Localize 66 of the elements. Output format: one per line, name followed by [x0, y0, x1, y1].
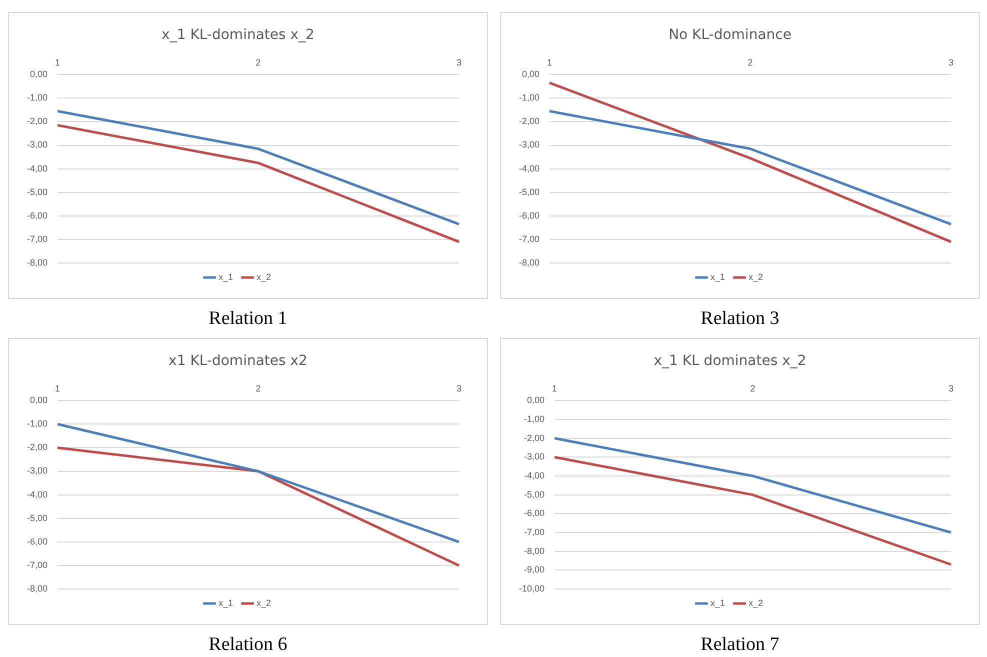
legend-label: x_2 — [748, 598, 764, 608]
y-tick-label: -8,00 — [27, 583, 48, 594]
x-tick-label: 3 — [948, 384, 954, 394]
x-tick-label: 2 — [256, 58, 261, 68]
legend-label: x_2 — [256, 272, 272, 282]
y-tick-label: -7,00 — [524, 526, 545, 537]
x-tick-label: 3 — [456, 58, 462, 68]
text: Relation 1 — [208, 308, 288, 330]
x-tick-label: 1 — [547, 58, 552, 68]
text: Relation 7 — [700, 634, 780, 656]
legend-label: x_2 — [748, 272, 764, 282]
y-tick-label: -9,00 — [524, 564, 545, 575]
legend-label: x_1 — [710, 598, 726, 608]
y-tick-label: -5,00 — [27, 186, 48, 197]
x-tick-label: 3 — [456, 384, 462, 394]
y-tick-label: 0,00 — [526, 395, 545, 406]
y-tick-label: 0,00 — [30, 69, 48, 80]
chart-title: x_1 KL dominates x_2 — [654, 353, 806, 370]
y-tick-label: -5,00 — [27, 512, 48, 523]
y-tick-label: -3,00 — [519, 140, 540, 150]
y-tick-label: -7,00 — [27, 234, 48, 244]
text: Relation 6 — [208, 634, 288, 656]
y-tick-label: -3,00 — [27, 466, 48, 476]
y-tick-label: -6,00 — [27, 536, 48, 546]
x-tick-label: 3 — [948, 58, 954, 68]
x-tick-label: 1 — [552, 384, 558, 394]
x-tick-label: 2 — [256, 384, 261, 394]
y-tick-label: -5,00 — [524, 489, 545, 500]
chart-title: No KL-dominance — [668, 27, 792, 44]
y-tick-label: -8,00 — [524, 546, 545, 556]
y-tick-label: 0,00 — [30, 395, 48, 406]
text: Relation 3 — [700, 308, 780, 330]
legend-label: x_2 — [256, 598, 272, 608]
legend-label: x_1 — [710, 272, 726, 282]
y-tick-label: -2,00 — [519, 116, 540, 126]
y-tick-label: -3,00 — [27, 140, 48, 150]
y-tick-label: -4,00 — [27, 489, 48, 500]
y-tick-label: -1,00 — [524, 414, 545, 424]
y-tick-label: -6,00 — [519, 210, 540, 220]
y-tick-label: -3,00 — [524, 452, 545, 462]
y-tick-label: -10,00 — [518, 583, 545, 594]
y-tick-label: -4,00 — [27, 163, 48, 174]
y-tick-label: -6,00 — [524, 508, 545, 518]
y-tick-label: -2,00 — [524, 432, 545, 443]
chart-title: x1 KL-dominates x2 — [168, 353, 308, 370]
y-tick-label: -7,00 — [519, 234, 540, 244]
x-tick-label: 1 — [55, 58, 60, 68]
y-tick-label: -7,00 — [27, 560, 48, 570]
legend-label: x_1 — [218, 272, 234, 282]
y-tick-label: -2,00 — [27, 116, 48, 126]
y-tick-label: -2,00 — [27, 442, 48, 452]
y-tick-label: -4,00 — [519, 163, 540, 174]
y-tick-label: -6,00 — [27, 210, 48, 220]
y-tick-label: -8,00 — [27, 257, 48, 268]
y-tick-label: -1,00 — [27, 92, 48, 103]
y-tick-label: -8,00 — [519, 257, 540, 268]
x-tick-label: 2 — [748, 58, 753, 68]
x-tick-label: 2 — [750, 384, 756, 394]
y-tick-label: -1,00 — [519, 92, 540, 103]
legend-label: x_1 — [218, 598, 234, 608]
y-tick-label: 0,00 — [522, 69, 540, 80]
chart-title: x_1 KL-dominates x_2 — [162, 27, 314, 44]
y-tick-label: -5,00 — [519, 186, 540, 197]
x-tick-label: 1 — [55, 384, 60, 394]
y-tick-label: -1,00 — [27, 418, 48, 429]
y-tick-label: -4,00 — [524, 470, 545, 480]
